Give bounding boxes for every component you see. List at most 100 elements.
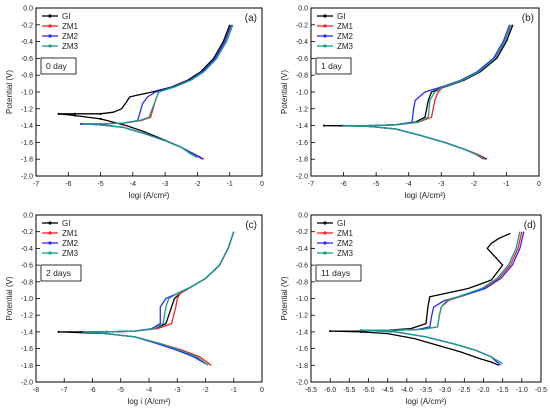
x-tick-label: 0	[260, 181, 264, 188]
duration-label: 1 day	[321, 61, 343, 71]
y-tick-label: -2.0	[296, 174, 308, 181]
legend-marker	[323, 34, 327, 38]
y-tick-label: 0.0	[23, 213, 33, 220]
x-tick-label: 0	[260, 387, 264, 394]
series-point-zm3	[368, 125, 371, 128]
y-tick-label: -0.6	[296, 56, 308, 63]
y-tick-label: -1.8	[21, 363, 33, 370]
y-tick-label: -0.8	[21, 73, 33, 80]
legend-marker	[48, 241, 52, 245]
y-tick-label: -0.6	[21, 263, 33, 270]
legend-label: ZM1	[62, 229, 79, 238]
series-point-zm3	[82, 330, 86, 333]
legend-label: GI	[62, 12, 70, 21]
series-line-zm3	[360, 231, 521, 365]
x-tick-label: -1.5	[497, 387, 509, 394]
series-point-gi	[322, 124, 326, 127]
plot-frame	[35, 7, 263, 177]
x-tick-label: -4.0	[401, 387, 413, 394]
legend-marker	[48, 14, 52, 18]
x-tick-label: -6	[65, 181, 71, 188]
x-tick-label: -6	[340, 181, 346, 188]
legend-marker	[48, 34, 52, 38]
y-tick-label: -1.2	[296, 313, 308, 320]
y-axis-label: Potential (V)	[5, 70, 14, 114]
chart-panel-3: -2.0 -1.8 -1.6 -1.4 -1.2 -1.0 -0.8 -0.6 -0.4 -0.2…	[5, 213, 264, 407]
legend-marker	[323, 251, 327, 255]
legend-marker	[323, 231, 327, 235]
series-line-zm3	[342, 24, 512, 160]
y-tick-label: -1.8	[21, 157, 33, 164]
y-tick-label: -0.4	[296, 246, 308, 253]
series-point-gi	[359, 330, 362, 333]
x-tick-label: -5.0	[362, 387, 374, 394]
x-tick-label: -2	[202, 387, 208, 394]
series-line-gi	[329, 232, 511, 366]
series-point-gi	[99, 117, 102, 120]
legend-label: GI	[337, 12, 345, 21]
y-tick-label: -1.6	[296, 140, 308, 147]
legend-label: ZM3	[62, 42, 79, 51]
chart-panel-4: -2.0 -1.8 -1.6 -1.4 -1.2 -1.0 -0.8 -0.6 -0.4 -0.2…	[280, 213, 547, 407]
series-point-gi	[73, 112, 76, 115]
y-tick-label: -2.0	[296, 380, 308, 387]
x-tick-label: -5	[97, 181, 103, 188]
y-tick-label: -0.8	[296, 73, 308, 80]
x-tick-label: -1	[503, 181, 509, 188]
panel-label: (b)	[522, 13, 534, 24]
y-tick-label: -1.4	[296, 123, 308, 130]
x-tick-label: -2	[471, 181, 477, 188]
legend-marker	[323, 14, 327, 18]
y-tick-label: -0.2	[21, 229, 33, 236]
series-group	[329, 231, 525, 366]
y-tick-label: -0.2	[296, 229, 308, 236]
y-tick-label: -1.6	[21, 140, 33, 147]
x-axis-label: logi (A/cm²)	[406, 397, 447, 406]
y-tick-label: -0.8	[296, 279, 308, 286]
y-tick-label: -1.0	[296, 90, 308, 97]
x-tick-label: -8	[33, 387, 39, 394]
legend-marker	[323, 241, 327, 245]
duration-label-box	[40, 57, 77, 75]
y-tick-label: -1.6	[21, 346, 33, 353]
legend-marker	[48, 231, 52, 235]
x-tick-label: -4.5	[382, 387, 394, 394]
x-tick-label: -1	[227, 181, 233, 188]
legend-label: ZM1	[337, 229, 354, 238]
y-tick-label: -0.2	[296, 22, 308, 29]
legend-label: ZM3	[337, 249, 354, 258]
y-tick-label: -2.0	[21, 174, 33, 181]
y-tick-label: -1.2	[296, 106, 308, 113]
y-tick-label: -1.0	[21, 296, 33, 303]
duration-label-box	[40, 264, 82, 282]
series-point-zm3	[99, 123, 102, 126]
y-tick-label: -0.6	[296, 263, 308, 270]
y-tick-label: -1.4	[21, 123, 33, 130]
y-tick-label: -1.4	[21, 329, 33, 336]
legend-marker	[48, 251, 52, 255]
x-tick-label: -1	[231, 387, 237, 394]
x-tick-label: -4	[146, 387, 152, 394]
series-point-gi	[57, 330, 60, 333]
duration-label-box	[315, 57, 352, 75]
x-tick-label: -3.5	[420, 387, 432, 394]
series-group	[57, 231, 235, 366]
series-line-zm3	[83, 231, 235, 366]
legend-marker	[48, 44, 52, 48]
legend-label: GI	[337, 219, 345, 228]
x-axis-label: log i (A/cm²)	[127, 397, 170, 406]
x-tick-label: -6.0	[324, 387, 336, 394]
y-tick-label: -1.2	[21, 106, 33, 113]
legend-label: ZM1	[62, 22, 79, 31]
x-tick-label: -2	[194, 181, 200, 188]
x-tick-label: -5	[373, 181, 379, 188]
plot-frame	[35, 214, 263, 383]
duration-label: 0 day	[46, 61, 68, 71]
x-axis-label: logi (A/cm²)	[129, 191, 170, 200]
legend-label: ZM3	[337, 42, 354, 51]
